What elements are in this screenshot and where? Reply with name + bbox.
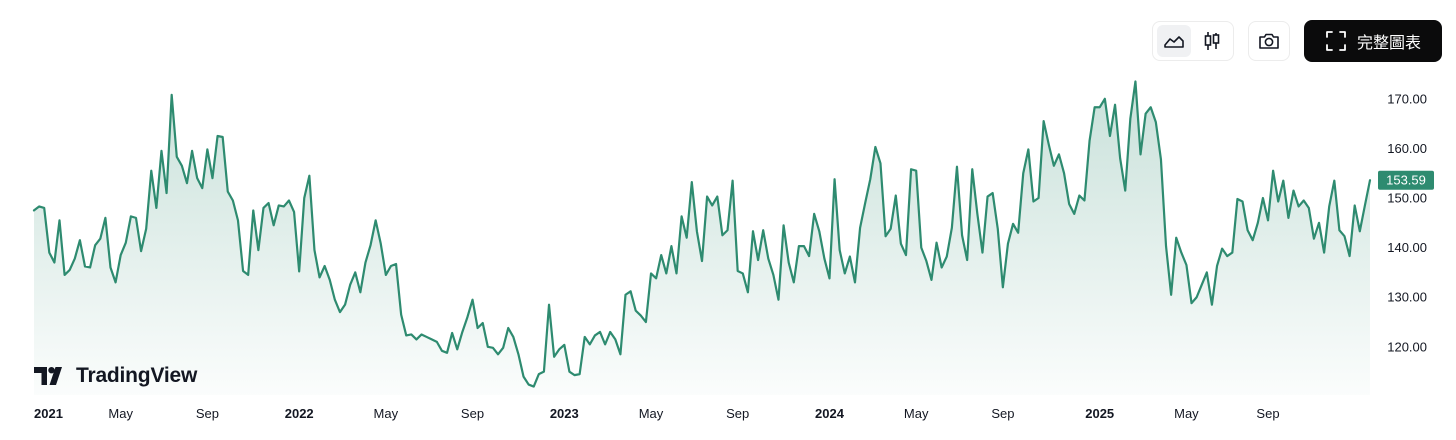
- x-tick-label: May: [1174, 406, 1199, 421]
- candlestick-chart-button[interactable]: [1195, 25, 1229, 57]
- price-line: [32, 80, 1372, 388]
- line-chart-icon: [1164, 36, 1184, 48]
- last-price-label: 153.59: [1386, 173, 1426, 188]
- x-tick-label: May: [108, 406, 133, 421]
- price-area: [34, 81, 1370, 395]
- chart-toolbar: 完整圖表: [1152, 20, 1442, 62]
- x-tick-label: Sep: [726, 406, 749, 421]
- x-tick-label: May: [374, 406, 399, 421]
- x-tick-label: 2022: [285, 406, 314, 421]
- candlestick-icon: [1204, 32, 1220, 50]
- y-tick-label: 150.00: [1387, 191, 1427, 206]
- x-tick-label: Sep: [1256, 406, 1279, 421]
- brand-name: TradingView: [76, 364, 198, 387]
- x-tick-label: 2023: [550, 406, 579, 421]
- fullscreen-icon: [1325, 30, 1347, 52]
- chart-type-switcher: [1152, 21, 1234, 61]
- last-price-badge-bg: [1378, 170, 1434, 190]
- x-tick-label: Sep: [461, 406, 484, 421]
- y-tick-label: 140.00: [1387, 240, 1427, 255]
- tradingview-brand[interactable]: TradingView: [34, 364, 197, 388]
- x-tick-label: 2021: [34, 406, 63, 421]
- last-price-badge: 153.59: [1378, 170, 1434, 190]
- line-chart-button[interactable]: [1157, 25, 1191, 57]
- full-chart-label: 完整圖表: [1356, 33, 1421, 52]
- snapshot-button[interactable]: [1248, 21, 1290, 61]
- tradingview-logo-icon: [34, 366, 68, 386]
- camera-icon: [1259, 33, 1279, 49]
- x-tick-label: 2025: [1085, 406, 1114, 421]
- y-tick-label: 130.00: [1387, 290, 1427, 305]
- x-tick-label: May: [639, 406, 664, 421]
- x-tick-label: Sep: [196, 406, 219, 421]
- y-tick-label: 120.00: [1387, 339, 1427, 354]
- y-tick-label: 160.00: [1387, 141, 1427, 156]
- full-chart-button[interactable]: 完整圖表: [1304, 20, 1442, 62]
- x-tick-label: May: [904, 406, 929, 421]
- x-tick-label: 2024: [815, 406, 845, 421]
- x-tick-label: Sep: [991, 406, 1014, 421]
- y-tick-label: 170.00: [1387, 91, 1427, 106]
